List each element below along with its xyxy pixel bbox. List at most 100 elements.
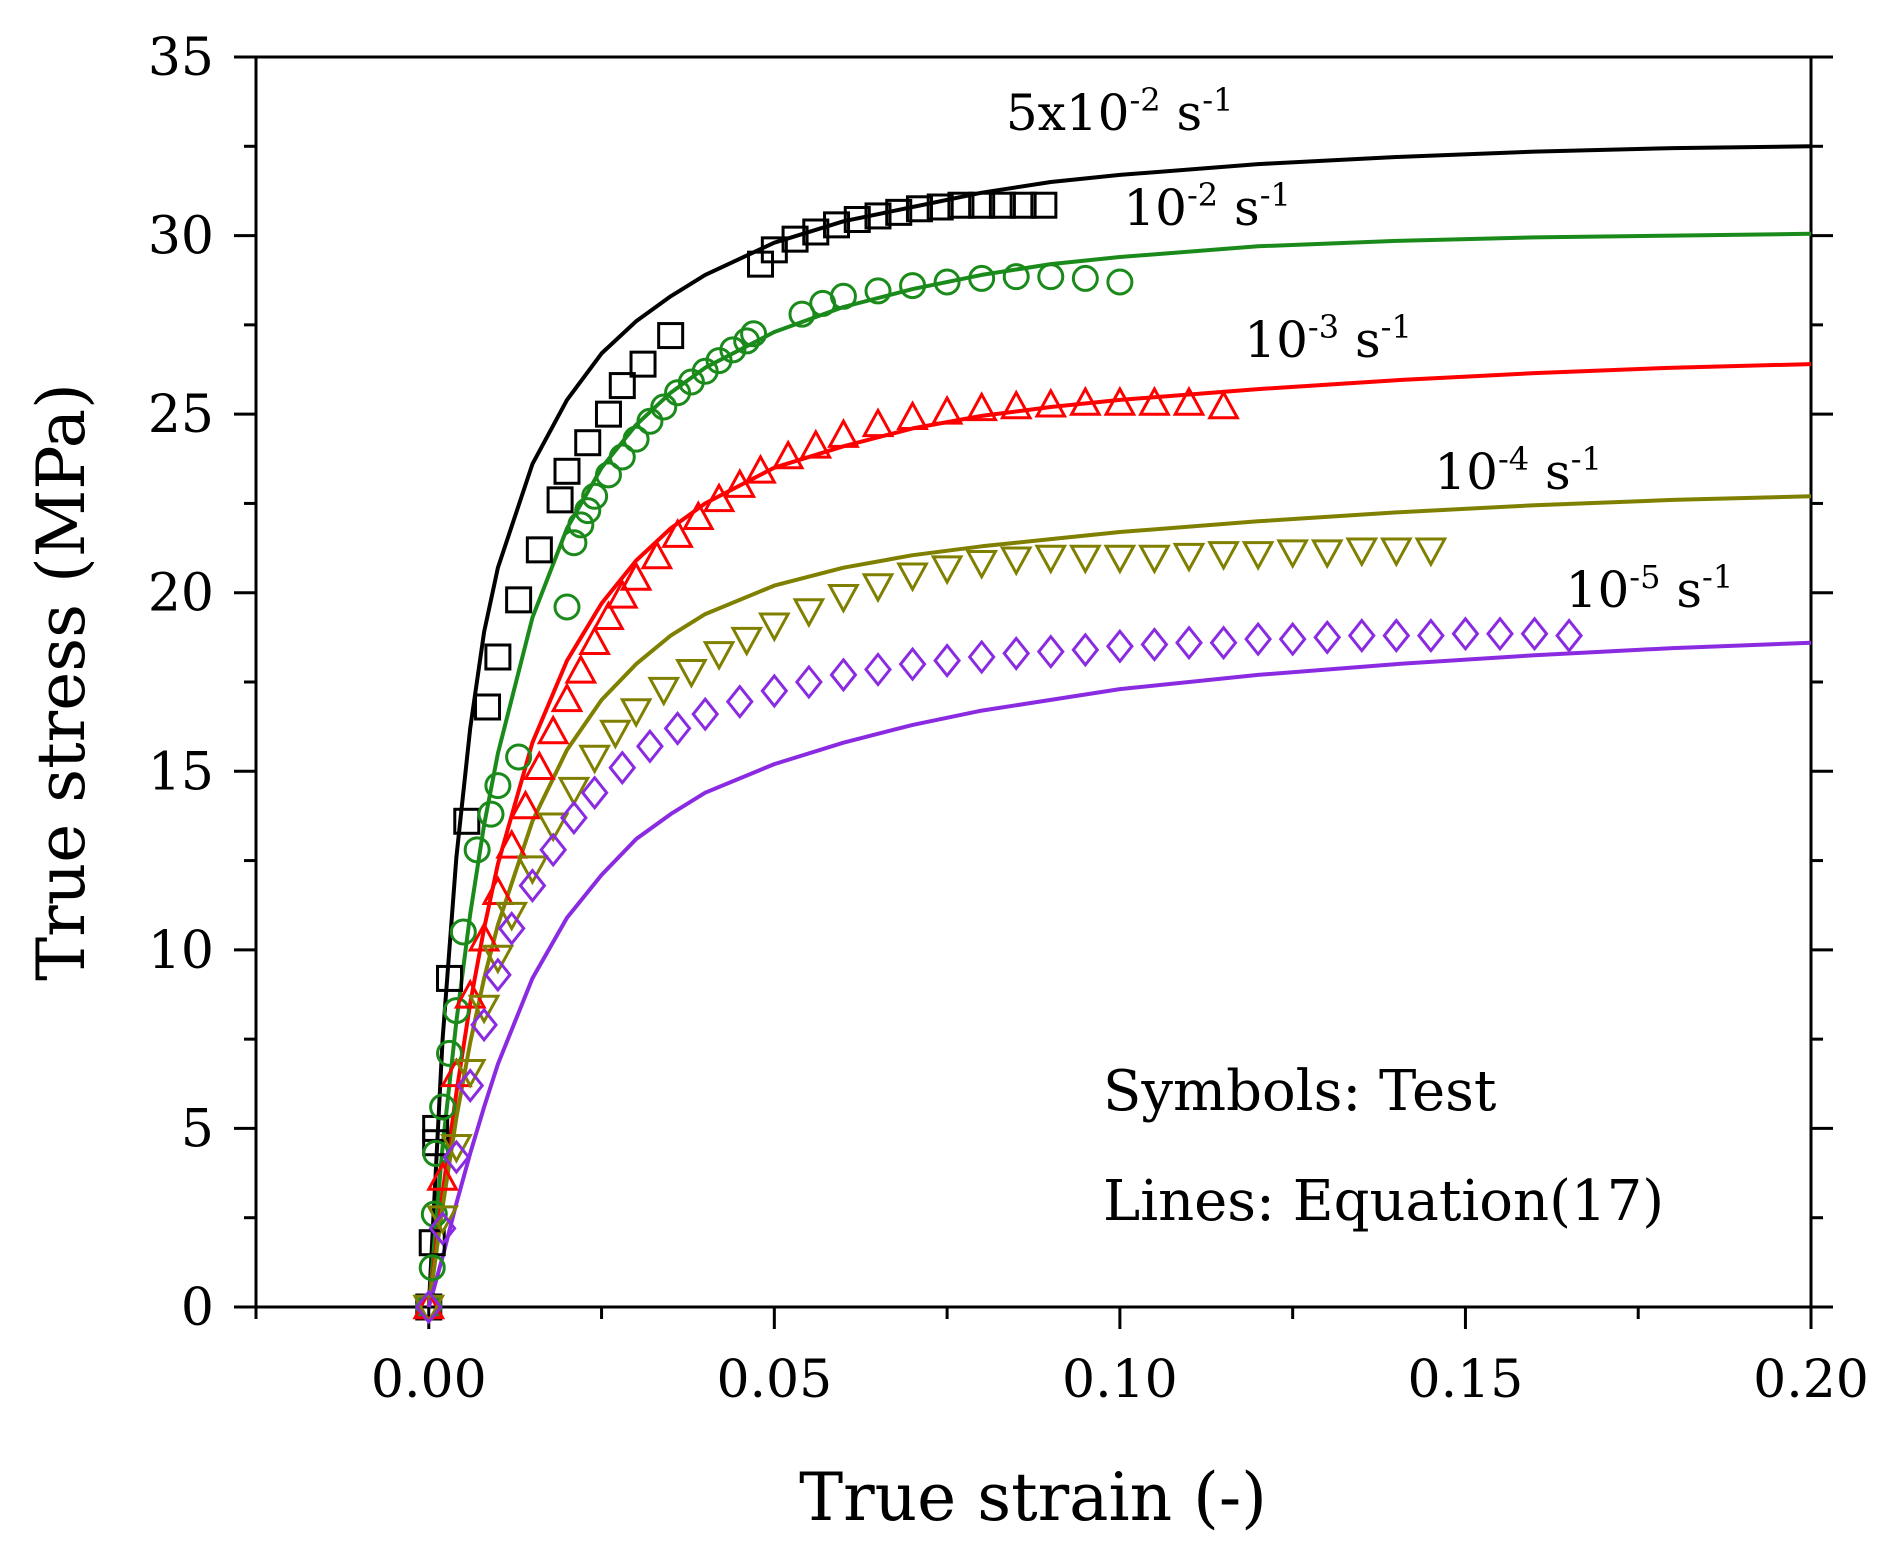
test-point (1451, 616, 1480, 652)
axis-ticks (234, 55, 1833, 1329)
test-point (933, 643, 962, 678)
y-axis-title: True stress (MPa) (23, 383, 100, 981)
x-tick-label: 0.00 (371, 1350, 487, 1410)
test-point (495, 901, 529, 932)
test-point (429, 1093, 457, 1121)
test-point (733, 327, 761, 355)
y-tick-label: 15 (148, 742, 214, 802)
test-point (414, 1289, 443, 1325)
test-point (1382, 618, 1411, 653)
test-point (567, 511, 595, 539)
test-point (505, 743, 533, 771)
test-markers (412, 191, 1584, 1325)
test-point (827, 583, 860, 614)
test-point (553, 457, 581, 485)
series-label: 10-5 s-1 (1566, 558, 1734, 619)
test-point (574, 497, 602, 525)
test-point (930, 555, 964, 586)
y-tick-label: 30 (148, 207, 214, 267)
test-point (1069, 544, 1102, 575)
test-point (412, 1294, 446, 1325)
test-point (578, 744, 611, 775)
test-point (799, 428, 833, 459)
test-point (794, 664, 823, 700)
test-point (428, 1211, 457, 1246)
y-tick-label: 5 (181, 1099, 214, 1159)
model-line (426, 362, 1812, 1308)
test-point (1347, 618, 1376, 653)
test-point (442, 1139, 471, 1175)
model-line (426, 144, 1812, 1308)
test-point (758, 612, 791, 643)
test-point (484, 772, 512, 800)
test-point (580, 775, 609, 811)
test-point (792, 598, 826, 629)
test-point (1002, 263, 1030, 291)
test-point (647, 676, 681, 707)
test-point (1207, 389, 1240, 420)
test-point (864, 652, 892, 687)
test-point (453, 978, 487, 1009)
test-point (1103, 544, 1137, 575)
test-point (453, 1058, 487, 1089)
test-point (829, 282, 857, 310)
test-point (965, 550, 998, 580)
test-point (636, 728, 664, 764)
test-point (581, 482, 609, 510)
test-point (864, 277, 892, 305)
test-point (453, 807, 481, 835)
test-point (467, 994, 501, 1025)
test-point (905, 195, 933, 223)
test-point (725, 684, 754, 720)
test-point (861, 573, 895, 604)
test-point (898, 646, 927, 682)
test-point (675, 658, 708, 689)
test-point (747, 250, 775, 278)
test-point (650, 393, 678, 421)
x-tick-label: 0.20 (1753, 1350, 1869, 1410)
test-point (564, 653, 598, 684)
test-point (426, 1205, 459, 1236)
test-point (578, 625, 611, 656)
x-tick-label: 0.05 (716, 1350, 832, 1410)
test-point (440, 1133, 473, 1164)
x-axis-title: True strain (-) (799, 1459, 1267, 1536)
test-point (436, 1039, 464, 1067)
test-point (608, 750, 637, 786)
test-point (1555, 618, 1584, 653)
test-point (1071, 264, 1099, 292)
test-point (1069, 385, 1102, 416)
test-point (1313, 619, 1342, 655)
test-point (999, 389, 1033, 420)
test-point (999, 546, 1033, 577)
test-point (1106, 268, 1134, 296)
test-point (1140, 627, 1169, 662)
test-point (702, 482, 736, 513)
series-label: 5x10-2 s-1 (1006, 81, 1234, 142)
test-point (483, 957, 512, 993)
test-point (1172, 385, 1206, 416)
test-point (497, 911, 526, 946)
test-point (449, 918, 477, 946)
test-point (619, 698, 653, 729)
test-point (1037, 263, 1065, 291)
test-point (885, 198, 913, 226)
test-point (1380, 537, 1413, 568)
test-point (629, 350, 657, 378)
test-point (802, 218, 830, 246)
test-point (436, 964, 464, 992)
test-point (546, 486, 574, 514)
test-point (744, 453, 777, 484)
test-point (1244, 621, 1273, 657)
test-point (740, 320, 768, 348)
test-point (1034, 544, 1068, 575)
test-point (608, 443, 636, 471)
test-point (557, 776, 591, 807)
test-point (988, 191, 1016, 219)
test-point (456, 1068, 485, 1103)
test-point (484, 643, 512, 671)
test-point (896, 400, 929, 431)
test-point (636, 407, 664, 435)
test-point (605, 578, 639, 609)
